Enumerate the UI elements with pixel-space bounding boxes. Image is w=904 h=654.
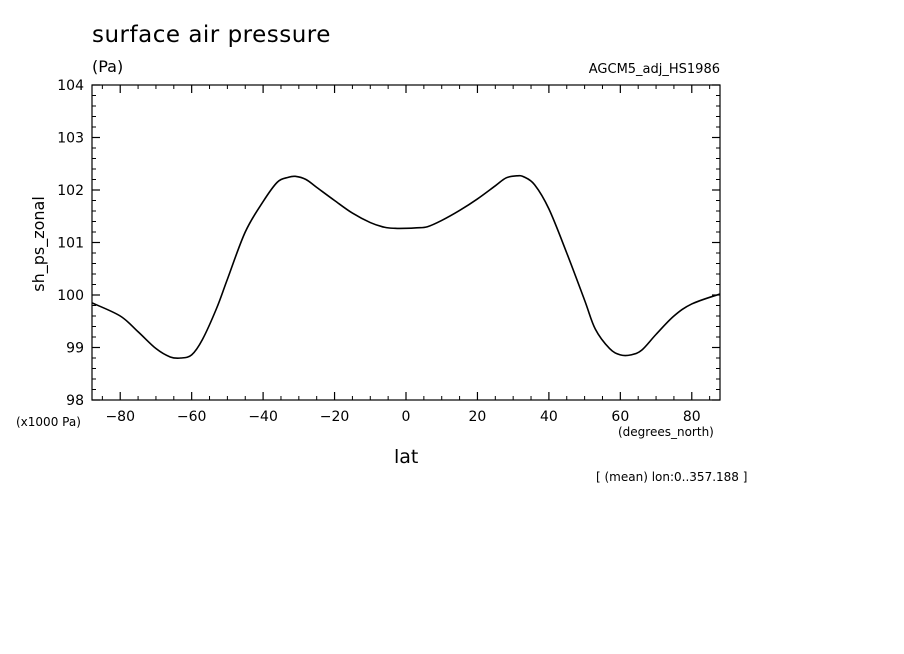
- x-axis-units: (degrees_north): [618, 425, 714, 439]
- y-scale-note: (x1000 Pa): [16, 415, 81, 429]
- y-tick-label: 101: [57, 236, 84, 252]
- x-tick-label: 20: [469, 409, 487, 425]
- y-tick-label: 102: [57, 183, 84, 199]
- x-tick-label: −40: [248, 409, 278, 425]
- plot-frame: [91, 84, 721, 401]
- x-tick-label: 0: [402, 409, 411, 425]
- y-tick-label: 98: [66, 393, 84, 409]
- axes: −80 −60 −40 −20 0 20 40 60 80 98 99 100 101 102 103 104: [57, 78, 721, 425]
- series-line: [91, 174, 721, 360]
- series-group: [91, 174, 721, 360]
- y-tick-label: 104: [57, 78, 84, 94]
- y-axis-label: sh_ps_zonal: [29, 196, 49, 292]
- x-tick-label: −60: [177, 409, 207, 425]
- x-tick-label: 40: [540, 409, 558, 425]
- chart-title: surface air pressure: [92, 22, 331, 48]
- x-axis-label: lat: [394, 446, 419, 468]
- chart-units: (Pa): [92, 57, 124, 76]
- y-tick-label: 100: [57, 288, 84, 304]
- y-tick-label: 99: [66, 341, 84, 357]
- x-tick-label: 60: [611, 409, 629, 425]
- x-tick-label: −20: [320, 409, 350, 425]
- y-tick-label: 103: [57, 131, 84, 147]
- subset-note: [ (mean) lon:0..357.188 ]: [596, 470, 748, 484]
- dataset-source: AGCM5_adj_HS1986: [588, 62, 720, 77]
- x-tick-label: −80: [105, 409, 135, 425]
- x-tick-label: 80: [683, 409, 701, 425]
